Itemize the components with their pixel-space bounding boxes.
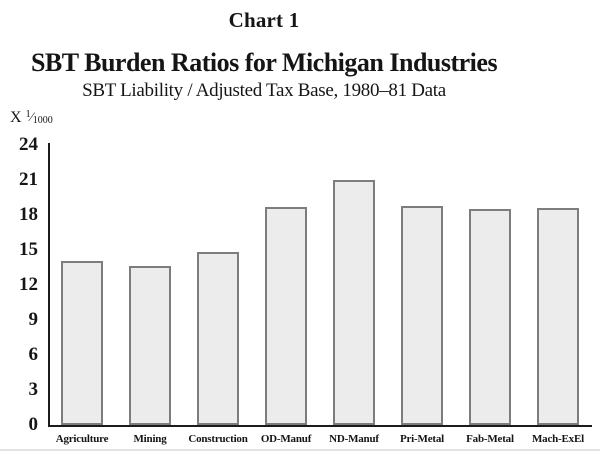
x-category-label-pri-metal: Pri-Metal [399,433,444,445]
x-category-label-construction: Construction [188,433,248,445]
y-tick-label-12: 12 [19,274,38,295]
y-tick-label-21: 21 [19,169,38,190]
y-axis-line [48,143,50,427]
bar-mach-exel [537,208,579,425]
x-category-label-mach-exel: Mach-ExEl [532,433,584,445]
y-tick-label-3: 3 [28,379,39,400]
x-category-label-fab-metal: Fab-Metal [466,433,514,445]
y-axis-unit-numerator: 1 [25,109,31,120]
y-tick-label-9: 9 [28,309,39,330]
y-tick-label-6: 6 [28,344,39,365]
y-tick-label-0: 0 [28,414,39,435]
bar-nd-manuf [333,180,375,425]
x-category-label-nd-manuf: ND-Manuf [329,433,379,445]
chart-title: SBT Burden Ratios for Michigan Industrie… [30,48,498,77]
bar-agriculture [61,260,103,425]
chart-subtitle: SBT Liability / Adjusted Tax Base, 1980–… [82,80,446,101]
bar-pri-metal [401,205,443,425]
y-axis-unit-label: X 1⁄1000 [10,109,53,127]
y-tick-label-18: 18 [19,204,38,225]
chart-number-label: Chart 1 [228,8,300,32]
scan-artifact-line [0,449,600,451]
y-axis-unit-denominator: 1000 [32,115,53,126]
x-category-label-mining: Mining [133,433,167,445]
y-axis-unit-prefix: X [10,109,22,126]
y-tick-label-24: 24 [19,134,38,155]
bar-od-manuf [265,206,307,425]
y-axis-unit-fraction-slash: ⁄ [30,109,33,124]
bar-mining [129,266,171,425]
bar-construction [197,252,239,425]
bar-fab-metal [469,209,511,425]
x-category-label-agriculture: Agriculture [55,433,109,445]
y-tick-label-15: 15 [19,239,38,260]
x-axis-line [48,425,592,427]
x-category-label-od-manuf: OD-Manuf [260,433,312,445]
